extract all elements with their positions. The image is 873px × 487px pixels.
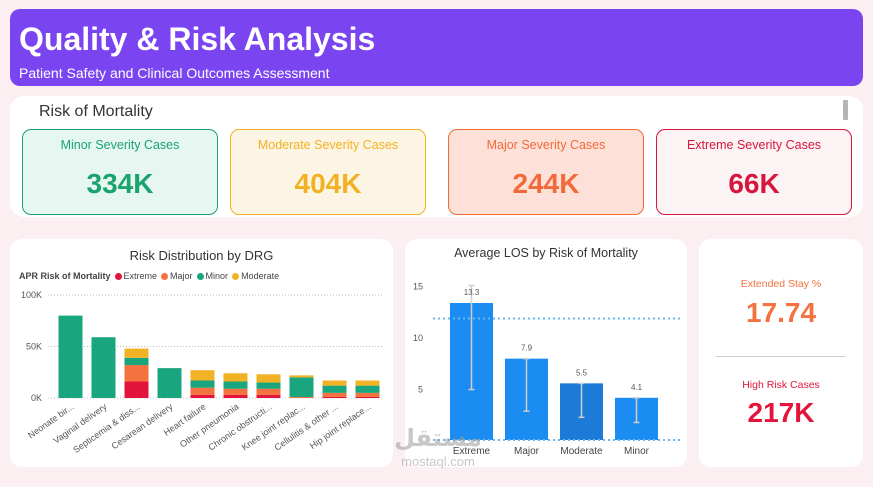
- bar-segment-extreme[interactable]: [256, 394, 281, 398]
- legend-label: Major: [170, 271, 193, 281]
- page-title: Quality & Risk Analysis: [19, 21, 376, 57]
- bar-segment-major[interactable]: [355, 392, 380, 397]
- kpi-card-moderate[interactable]: Moderate Severity Cases 404K: [230, 129, 426, 215]
- drg-chart-card: Risk Distribution by DRG APR Risk of Mor…: [10, 239, 393, 467]
- y-tick-label: 100K: [21, 290, 42, 300]
- bar-segment-minor[interactable]: [58, 315, 83, 398]
- bar-segment-extreme[interactable]: [355, 396, 380, 398]
- legend-item-moderate[interactable]: Moderate: [232, 271, 279, 281]
- legend-marker: [232, 272, 240, 280]
- legend-title: APR Risk of Mortality: [19, 271, 111, 281]
- chart-title: Risk Distribution by DRG: [129, 248, 274, 263]
- watermark-latin: mostaql.com: [401, 454, 475, 469]
- y-tick-label: 0K: [31, 393, 42, 403]
- bar-segment-moderate[interactable]: [289, 375, 314, 378]
- x-tick-label: Moderate: [560, 446, 603, 457]
- los-stats-card: Extended Stay % 17.74 High Risk Cases 21…: [699, 239, 863, 467]
- legend-label: Minor: [205, 271, 229, 281]
- data-label: 7.9: [521, 344, 533, 353]
- los-bar-chart: 5 10 15 13.3 Extreme 7.9 Major 5.5 Moderate 4.1 Mi…: [413, 282, 683, 457]
- legend-marker: [161, 272, 169, 280]
- x-tick-label: Major: [514, 446, 540, 457]
- bar-segment-moderate[interactable]: [256, 374, 281, 383]
- legend-marker: [196, 272, 204, 280]
- data-label: 13.3: [464, 288, 480, 297]
- y-tick-label: 15: [413, 282, 423, 292]
- bar-segment-extreme[interactable]: [322, 396, 347, 398]
- extended-stay-value: 17.74: [745, 297, 817, 328]
- bar-segment-minor[interactable]: [91, 337, 116, 398]
- watermark-arabic: مستقل: [394, 425, 482, 452]
- bar-segment-extreme[interactable]: [190, 394, 215, 398]
- bar-segment-minor[interactable]: [256, 382, 281, 389]
- bar-segment-moderate[interactable]: [355, 380, 380, 386]
- bar-segment-moderate[interactable]: [124, 348, 149, 358]
- bar-segment-moderate[interactable]: [223, 373, 248, 382]
- y-tick-label: 5: [418, 385, 423, 395]
- risk-of-mortality-panel: Risk of Mortality Minor Severity Cases 3…: [10, 96, 863, 217]
- section-title: Risk of Mortality: [39, 103, 153, 120]
- los-chart-card: Average LOS by Risk of Mortality 5 10 15 13…: [405, 239, 687, 467]
- kpi-label: Extreme Severity Cases: [686, 138, 822, 152]
- legend-item-major[interactable]: Major: [161, 271, 193, 281]
- kpi-card-extreme[interactable]: Extreme Severity Cases 66K: [656, 129, 852, 215]
- kpi-card-minor[interactable]: Minor Severity Cases 334K: [22, 129, 218, 215]
- bar-segment-major[interactable]: [289, 396, 314, 398]
- extended-stay-label: Extended Stay %: [740, 278, 822, 290]
- bar-segment-extreme[interactable]: [124, 381, 149, 398]
- bar-segment-major[interactable]: [322, 392, 347, 397]
- data-label: 5.5: [576, 368, 588, 377]
- high-risk-value: 217K: [747, 397, 815, 428]
- watermark-logo: مستقل mostaql.com: [383, 424, 493, 476]
- legend-label: Moderate: [241, 271, 280, 281]
- kpi-label: Major Severity Cases: [486, 138, 606, 152]
- bar-segment-major[interactable]: [124, 365, 149, 382]
- y-tick-label: 50K: [26, 342, 42, 352]
- x-tick-label: Hip joint replace...: [308, 401, 373, 451]
- bar-segment-major[interactable]: [256, 388, 281, 395]
- kpi-value: 404K: [294, 168, 362, 199]
- legend-marker: [114, 272, 122, 280]
- bar-segment-major[interactable]: [190, 387, 215, 395]
- bar-segment-extreme[interactable]: [223, 394, 248, 398]
- bar-segment-moderate[interactable]: [190, 370, 215, 381]
- kpi-value: 244K: [512, 168, 580, 199]
- x-tick-label: Minor: [624, 446, 650, 457]
- bar-segment-minor[interactable]: [223, 381, 248, 389]
- chart-title: Average LOS by Risk of Mortality: [454, 246, 638, 260]
- kpi-value: 334K: [86, 168, 154, 199]
- kpi-label: Minor Severity Cases: [60, 138, 180, 152]
- y-tick-label: 10: [413, 333, 423, 343]
- legend-item-minor[interactable]: Minor: [196, 271, 229, 281]
- legend-label: Extreme: [123, 271, 158, 281]
- data-label: 4.1: [631, 383, 643, 392]
- bar-segment-minor[interactable]: [157, 368, 182, 398]
- bar-segment-minor[interactable]: [322, 385, 347, 393]
- kpi-label: Moderate Severity Cases: [257, 138, 399, 152]
- bar-segment-major[interactable]: [223, 388, 248, 395]
- legend-item-extreme[interactable]: Extreme: [114, 271, 158, 281]
- bar-segment-minor[interactable]: [355, 385, 380, 393]
- x-tick-label: Extreme: [453, 446, 491, 457]
- chart-legend: APR Risk of Mortality Extreme Major Mino…: [19, 271, 283, 281]
- bar-segment-minor[interactable]: [124, 357, 149, 366]
- page-subtitle: Patient Safety and Clinical Outcomes Ass…: [19, 65, 330, 81]
- bar-segment-minor[interactable]: [190, 380, 215, 388]
- scrollbar-thumb[interactable]: [843, 100, 848, 120]
- bar-segment-moderate[interactable]: [322, 380, 347, 386]
- kpi-card-major[interactable]: Major Severity Cases 244K: [448, 129, 644, 215]
- bar-segment-minor[interactable]: [289, 377, 314, 397]
- header-banner: Quality & Risk Analysis Patient Safety a…: [10, 9, 863, 86]
- high-risk-label: High Risk Cases: [742, 379, 820, 391]
- kpi-value: 66K: [728, 168, 780, 199]
- divider: [716, 356, 846, 357]
